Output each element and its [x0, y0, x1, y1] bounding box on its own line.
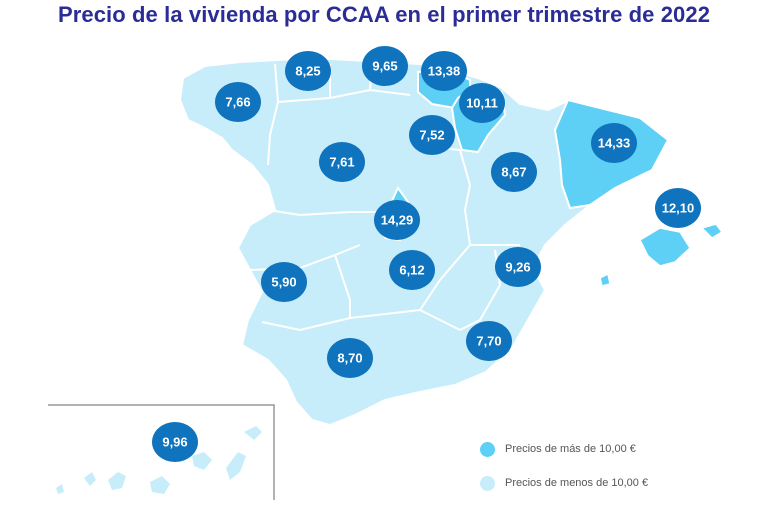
badge-cantabria: 9,65 — [362, 46, 408, 86]
legend-label-high: Precios de más de 10,00 € — [505, 443, 636, 455]
badge-cataluna: 14,33 — [591, 123, 637, 163]
badge-circle-castilla-y-leon — [319, 142, 365, 182]
badge-value-madrid: 14,29 — [381, 213, 414, 228]
badge-circle-la-rioja — [409, 115, 455, 155]
badge-value-la-rioja: 7,52 — [419, 128, 444, 143]
badge-circle-asturias — [285, 51, 331, 91]
badge-navarra: 10,11 — [459, 83, 505, 123]
badge-value-extremadura: 5,90 — [271, 275, 296, 290]
badge-circle-extremadura — [261, 262, 307, 302]
badge-canarias: 9,96 — [152, 422, 198, 462]
badge-circle-comunidad-valenciana — [495, 247, 541, 287]
badge-circle-madrid — [374, 200, 420, 240]
badge-la-rioja: 7,52 — [409, 115, 455, 155]
badge-circle-baleares — [655, 188, 701, 228]
badge-circle-castilla-la-mancha — [389, 250, 435, 290]
badge-circle-navarra — [459, 83, 505, 123]
badge-extremadura: 5,90 — [261, 262, 307, 302]
badge-circle-aragon — [491, 152, 537, 192]
badge-value-cataluna: 14,33 — [598, 136, 631, 151]
region-baleares — [599, 223, 724, 287]
badge-circle-andalucia — [327, 338, 373, 378]
badge-value-asturias: 8,25 — [295, 64, 320, 79]
value-badges: 7,66 8,25 9,65 13,38 10,11 7,52 7,61 8,67 14,33 1… — [152, 46, 701, 462]
badge-baleares: 12,10 — [655, 188, 701, 228]
badge-castilla-la-mancha: 6,12 — [389, 250, 435, 290]
legend-item-low: Precios de menos de 10,00 € — [480, 474, 648, 492]
badge-circle-canarias — [152, 422, 198, 462]
badge-value-baleares: 12,10 — [662, 201, 695, 216]
badge-value-castilla-la-mancha: 6,12 — [399, 263, 424, 278]
badge-circle-cantabria — [362, 46, 408, 86]
badge-madrid: 14,29 — [374, 200, 420, 240]
badge-value-canarias: 9,96 — [162, 435, 187, 450]
badge-value-cantabria: 9,65 — [372, 59, 397, 74]
legend: Precios de más de 10,00 € Precios de men… — [480, 440, 648, 508]
canarias-inset — [48, 404, 275, 500]
legend-label-low: Precios de menos de 10,00 € — [505, 477, 649, 489]
legend-dot-high — [480, 441, 495, 457]
badge-value-andalucia: 8,70 — [337, 351, 362, 366]
badge-circle-galicia — [215, 82, 261, 122]
badge-aragon: 8,67 — [491, 152, 537, 192]
badge-castilla-y-leon: 7,61 — [319, 142, 365, 182]
legend-dot-low — [480, 475, 495, 491]
badge-value-pais-vasco: 13,38 — [428, 64, 461, 79]
badge-pais-vasco: 13,38 — [421, 51, 467, 91]
badge-circle-murcia — [466, 321, 512, 361]
badge-andalucia: 8,70 — [327, 338, 373, 378]
badge-value-castilla-y-leon: 7,61 — [329, 155, 354, 170]
badge-galicia: 7,66 — [215, 82, 261, 122]
map-title: Precio de la vivienda por CCAA en el pri… — [57, 2, 711, 27]
legend-item-high: Precios de más de 10,00 € — [480, 440, 648, 458]
badge-value-aragon: 8,67 — [501, 165, 526, 180]
badge-circle-cataluna — [591, 123, 637, 163]
badge-murcia: 7,70 — [466, 321, 512, 361]
badge-value-navarra: 10,11 — [466, 96, 498, 111]
badge-value-comunidad-valenciana: 9,26 — [505, 260, 530, 275]
badge-comunidad-valenciana: 9,26 — [495, 247, 541, 287]
badge-value-galicia: 7,66 — [225, 95, 250, 110]
badge-circle-pais-vasco — [421, 51, 467, 91]
badge-asturias: 8,25 — [285, 51, 331, 91]
badge-value-murcia: 7,70 — [476, 334, 501, 349]
